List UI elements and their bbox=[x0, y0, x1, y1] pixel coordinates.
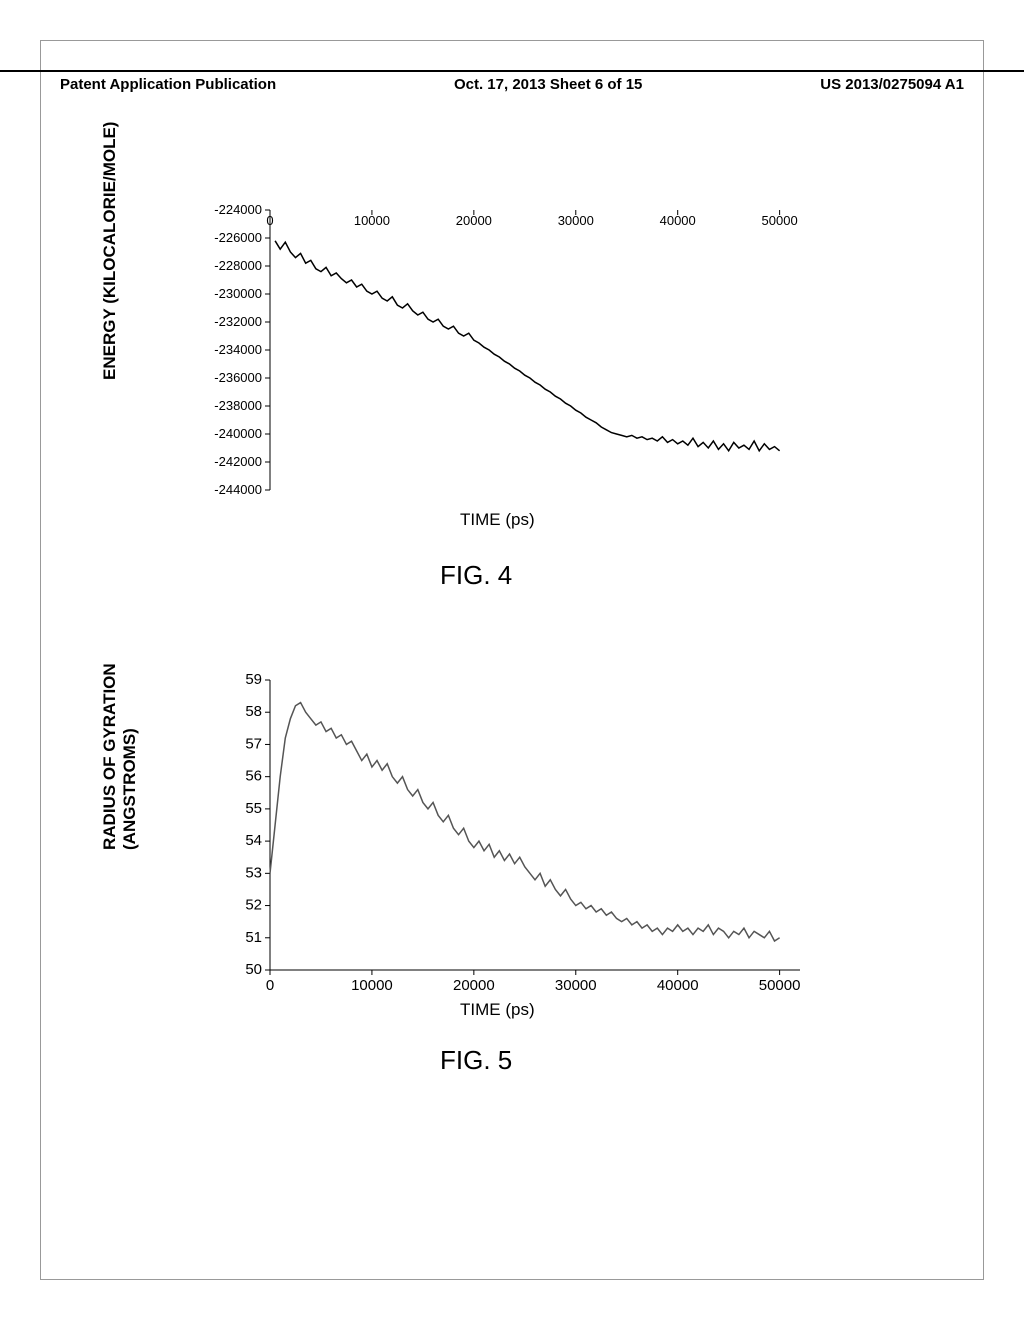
svg-text:-232000: -232000 bbox=[214, 314, 262, 329]
svg-text:-234000: -234000 bbox=[214, 342, 262, 357]
gyration-chart: RADIUS OF GYRATION (ANGSTROMS) 505152535… bbox=[180, 670, 820, 995]
chart2-xlabel: TIME (ps) bbox=[460, 1000, 535, 1020]
svg-text:40000: 40000 bbox=[657, 977, 699, 990]
chart2-svg: 50 51 52 53 54 55 56 57 58 59 0 10000 20000 30000 4000… bbox=[180, 670, 820, 990]
svg-text:-236000: -236000 bbox=[214, 370, 262, 385]
chart2-ylabel: RADIUS OF GYRATION (ANGSTROMS) bbox=[100, 790, 140, 850]
svg-text:51: 51 bbox=[245, 929, 262, 946]
chart1-ylabel: ENERGY (KILOCALORIE/MOLE) bbox=[100, 320, 120, 380]
svg-text:-244000: -244000 bbox=[214, 482, 262, 497]
svg-text:58: 58 bbox=[245, 703, 262, 720]
svg-text:-230000: -230000 bbox=[214, 286, 262, 301]
svg-text:-240000: -240000 bbox=[214, 426, 262, 441]
svg-text:-242000: -242000 bbox=[214, 454, 262, 469]
svg-text:-224000: -224000 bbox=[214, 202, 262, 217]
chart2-fig-label: FIG. 5 bbox=[440, 1045, 512, 1076]
svg-text:20000: 20000 bbox=[456, 213, 492, 228]
svg-text:59: 59 bbox=[245, 671, 262, 688]
svg-text:0: 0 bbox=[266, 977, 274, 990]
svg-text:30000: 30000 bbox=[555, 977, 597, 990]
svg-text:50000: 50000 bbox=[762, 213, 798, 228]
svg-text:10000: 10000 bbox=[354, 213, 390, 228]
chart2-ylabel-line2: (ANGSTROMS) bbox=[120, 728, 139, 850]
svg-text:20000: 20000 bbox=[453, 977, 495, 990]
svg-text:10000: 10000 bbox=[351, 977, 393, 990]
svg-text:50: 50 bbox=[245, 961, 262, 978]
svg-text:55: 55 bbox=[245, 800, 262, 817]
svg-text:57: 57 bbox=[245, 735, 262, 752]
svg-text:54: 54 bbox=[245, 832, 262, 849]
svg-text:0: 0 bbox=[266, 213, 273, 228]
svg-text:-238000: -238000 bbox=[214, 398, 262, 413]
svg-text:52: 52 bbox=[245, 897, 262, 914]
chart1-svg: -224000 -226000 -228000 -230000 -232000 -2340… bbox=[180, 200, 820, 500]
svg-text:50000: 50000 bbox=[759, 977, 801, 990]
svg-text:40000: 40000 bbox=[660, 213, 696, 228]
header-left: Patent Application Publication bbox=[60, 76, 276, 93]
header-center: Oct. 17, 2013 Sheet 6 of 15 bbox=[454, 76, 642, 93]
svg-text:-226000: -226000 bbox=[214, 230, 262, 245]
svg-text:56: 56 bbox=[245, 768, 262, 785]
chart2-ylabel-line1: RADIUS OF GYRATION bbox=[100, 663, 119, 850]
chart1-fig-label: FIG. 4 bbox=[440, 560, 512, 591]
page-header: Patent Application Publication Oct. 17, … bbox=[0, 70, 1024, 93]
header-right: US 2013/0275094 A1 bbox=[820, 76, 964, 93]
svg-text:53: 53 bbox=[245, 864, 262, 881]
energy-chart: ENERGY (KILOCALORIE/MOLE) -224000-226000… bbox=[180, 200, 820, 505]
chart1-xlabel: TIME (ps) bbox=[460, 510, 535, 530]
svg-text:30000: 30000 bbox=[558, 213, 594, 228]
svg-text:-228000: -228000 bbox=[214, 258, 262, 273]
